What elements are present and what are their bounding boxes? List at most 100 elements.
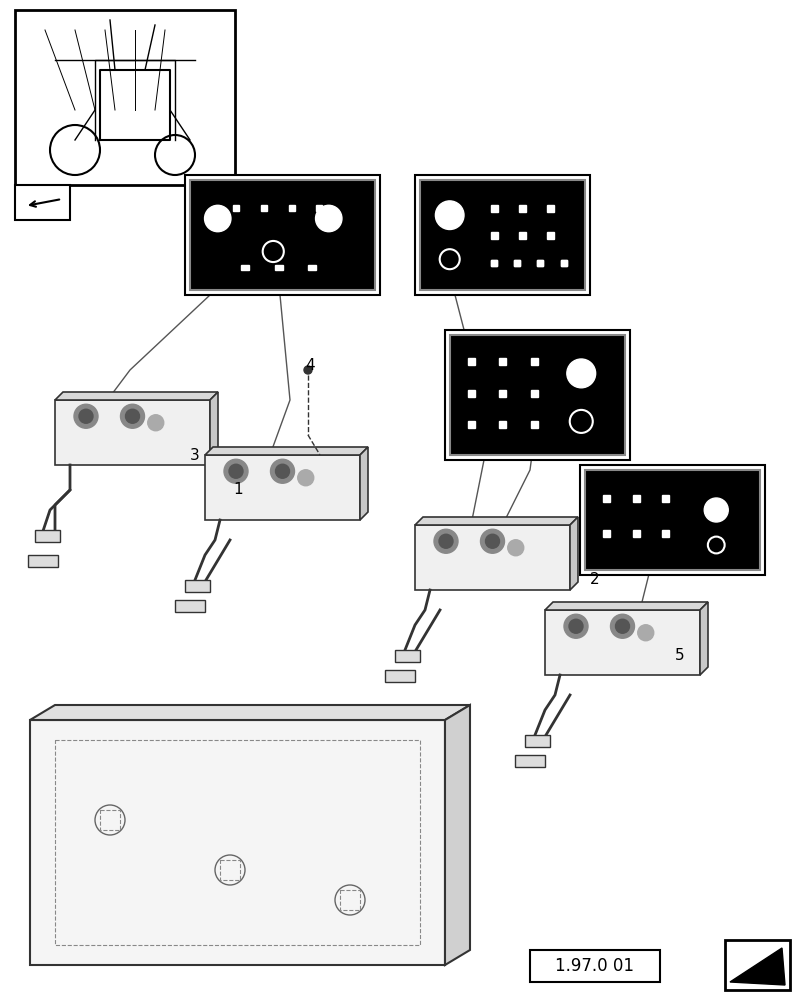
Bar: [394, 650, 419, 662]
Circle shape: [703, 498, 727, 522]
Bar: [491, 259, 496, 265]
Circle shape: [204, 205, 230, 232]
Bar: [603, 495, 609, 502]
Bar: [444, 330, 629, 460]
Bar: [499, 390, 506, 397]
Bar: [307, 265, 315, 270]
Bar: [15, 185, 70, 220]
Polygon shape: [544, 602, 707, 610]
Bar: [414, 525, 569, 590]
Circle shape: [615, 619, 629, 633]
Circle shape: [120, 404, 144, 428]
Bar: [449, 335, 624, 455]
Polygon shape: [444, 705, 470, 965]
Polygon shape: [204, 447, 367, 455]
Bar: [491, 259, 496, 265]
Circle shape: [480, 529, 504, 553]
Bar: [525, 735, 549, 747]
Bar: [340, 890, 359, 910]
Bar: [584, 470, 759, 570]
Polygon shape: [569, 517, 577, 590]
Polygon shape: [699, 602, 707, 675]
Circle shape: [439, 534, 453, 548]
Circle shape: [229, 464, 242, 478]
Bar: [514, 755, 544, 767]
Text: 1.97.0 01: 1.97.0 01: [555, 957, 633, 975]
Bar: [384, 670, 414, 682]
Bar: [491, 205, 498, 212]
Bar: [513, 259, 520, 265]
Polygon shape: [729, 948, 784, 985]
Bar: [241, 265, 249, 270]
Circle shape: [564, 614, 587, 638]
Circle shape: [275, 464, 290, 478]
Bar: [185, 175, 380, 295]
Circle shape: [79, 409, 93, 423]
Circle shape: [224, 459, 247, 483]
Bar: [35, 530, 60, 542]
Bar: [185, 580, 210, 592]
Bar: [632, 495, 639, 502]
Bar: [519, 205, 526, 212]
Circle shape: [433, 529, 457, 553]
Circle shape: [126, 409, 139, 423]
Circle shape: [637, 625, 653, 641]
Bar: [530, 950, 659, 982]
Bar: [513, 259, 520, 265]
Text: 5: 5: [675, 648, 684, 662]
Polygon shape: [414, 517, 577, 525]
Bar: [316, 205, 322, 211]
Circle shape: [74, 404, 98, 428]
Circle shape: [610, 614, 633, 638]
Bar: [467, 390, 474, 397]
Bar: [499, 358, 506, 365]
Bar: [220, 860, 240, 880]
Circle shape: [298, 470, 313, 486]
Bar: [28, 555, 58, 567]
Bar: [289, 205, 294, 211]
Bar: [662, 530, 669, 537]
Bar: [530, 390, 538, 397]
Bar: [467, 358, 474, 365]
Bar: [724, 940, 789, 990]
Bar: [537, 259, 543, 265]
Bar: [547, 232, 554, 239]
Polygon shape: [55, 392, 217, 400]
Bar: [175, 600, 204, 612]
Bar: [15, 10, 234, 185]
Bar: [547, 205, 554, 212]
Bar: [55, 400, 210, 465]
Circle shape: [569, 619, 582, 633]
Text: 1: 1: [233, 483, 242, 497]
Bar: [233, 205, 239, 211]
Circle shape: [303, 366, 311, 374]
Bar: [260, 205, 267, 211]
Circle shape: [485, 534, 499, 548]
Circle shape: [270, 459, 294, 483]
Text: 3: 3: [190, 448, 200, 462]
Bar: [100, 810, 120, 830]
Bar: [55, 740, 419, 945]
Bar: [204, 455, 359, 520]
Bar: [560, 259, 566, 265]
Polygon shape: [30, 705, 470, 720]
Bar: [537, 259, 543, 265]
Circle shape: [315, 205, 341, 232]
Bar: [662, 495, 669, 502]
Bar: [632, 530, 639, 537]
Circle shape: [435, 201, 463, 230]
Bar: [491, 232, 498, 239]
Text: 2: 2: [590, 572, 599, 587]
Bar: [499, 421, 506, 428]
Circle shape: [566, 359, 595, 388]
Bar: [467, 421, 474, 428]
Bar: [419, 180, 584, 290]
Polygon shape: [359, 447, 367, 520]
Bar: [579, 465, 764, 575]
Bar: [414, 175, 590, 295]
Bar: [519, 232, 526, 239]
Bar: [30, 720, 444, 965]
Circle shape: [148, 415, 164, 431]
Bar: [190, 180, 375, 290]
Bar: [603, 530, 609, 537]
